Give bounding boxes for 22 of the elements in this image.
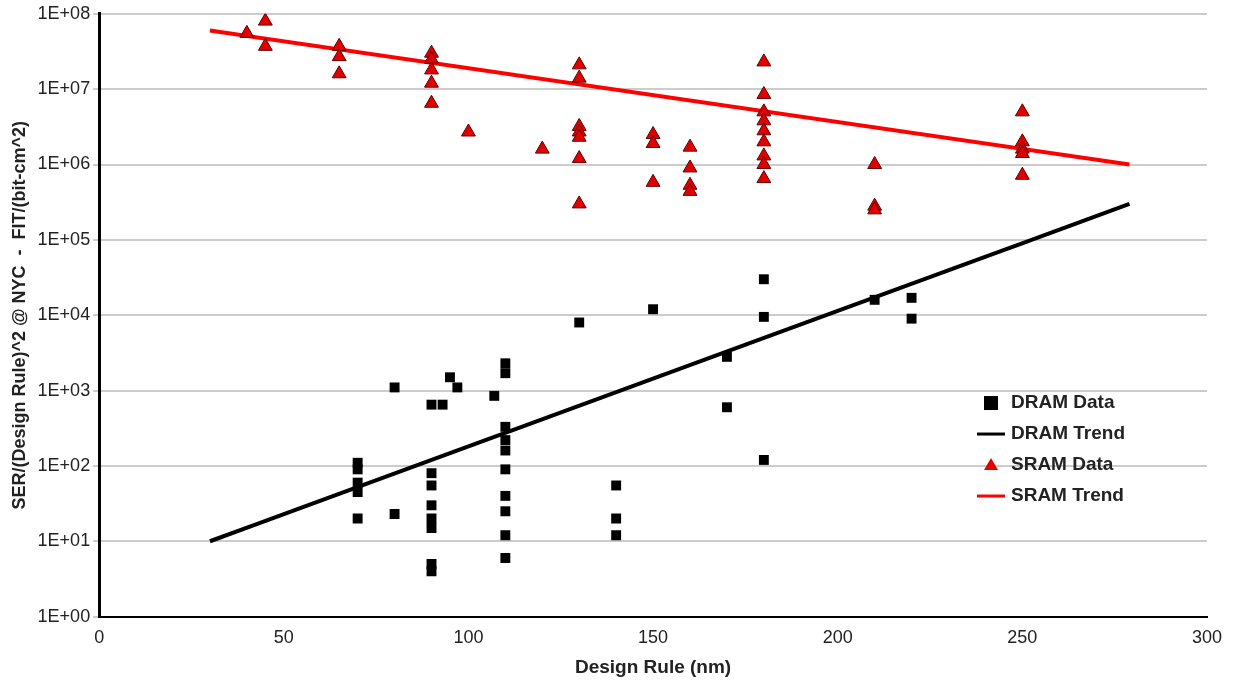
legend-label: SRAM Trend bbox=[1011, 484, 1124, 506]
x-tick-label: 200 bbox=[822, 627, 853, 648]
x-tick-label: 150 bbox=[638, 627, 669, 648]
legend-label: SRAM Data bbox=[1011, 453, 1114, 475]
y-tick-label: 1E+02 bbox=[37, 454, 91, 475]
x-tick-label: 100 bbox=[453, 627, 484, 648]
x-axis-title: Design Rule (nm) bbox=[574, 655, 732, 677]
legend-label: DRAM Trend bbox=[1011, 422, 1125, 444]
y-tick-label: 1E+07 bbox=[37, 78, 91, 99]
y-tick-label: 1E+03 bbox=[37, 379, 91, 400]
y-tick-label: 1E+08 bbox=[37, 2, 91, 23]
y-tick-label: 1E+05 bbox=[37, 228, 91, 249]
y-tick-label: 1E+06 bbox=[37, 153, 91, 174]
y-tick-label: 1E+04 bbox=[37, 304, 91, 325]
y-tick-label: 1E+01 bbox=[37, 530, 91, 551]
y-axis-title: SER/(Design Rule)^2 @ NYC - FIT/(bit-cm^2) bbox=[8, 120, 29, 510]
x-tick-label: 50 bbox=[273, 627, 294, 648]
x-tick-label: 250 bbox=[1007, 627, 1038, 648]
y-tick-label: 1E+00 bbox=[37, 605, 91, 626]
x-tick-label: 300 bbox=[1191, 627, 1223, 648]
x-tick-label: 0 bbox=[94, 627, 105, 648]
legend-label: DRAM Data bbox=[1011, 391, 1115, 413]
